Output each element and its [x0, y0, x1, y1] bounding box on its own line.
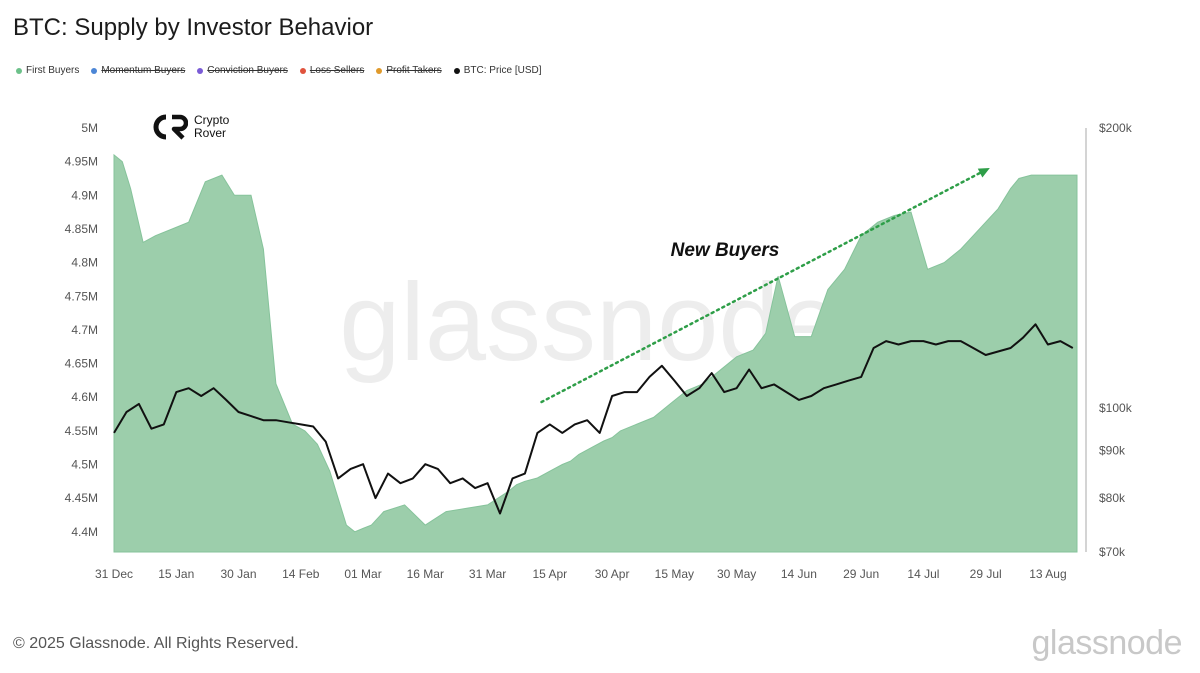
y-left-tick-label: 4.85M — [65, 222, 98, 236]
y-left-tick-label: 4.4M — [71, 525, 98, 539]
logo-line-2: Rover — [194, 126, 227, 140]
legend-item-btc-price[interactable]: BTC: Price [USD] — [453, 65, 542, 76]
legend-item-conviction-buyers[interactable]: Conviction Buyers — [197, 65, 288, 76]
legend-dot-first-buyers — [16, 67, 22, 74]
x-tick-label: 30 May — [717, 567, 756, 581]
x-tick-label: 15 May — [655, 567, 694, 581]
x-tick-label: 15 Jan — [158, 567, 194, 581]
y-left-tick-label: 5M — [81, 121, 98, 135]
y-left-tick-label: 4.7M — [71, 323, 98, 337]
legend-item-momentum-buyers[interactable]: Momentum Buyers — [91, 65, 185, 76]
legend-dot-momentum-buyers — [91, 67, 98, 74]
arrow-head — [977, 168, 990, 178]
x-tick-label: 16 Mar — [407, 567, 444, 581]
y-left-tick-label: 4.95M — [65, 155, 98, 169]
copyright-text: © 2025 Glassnode. All Rights Reserved. — [13, 635, 299, 652]
y-left-tick-label: 4.9M — [71, 188, 98, 202]
x-tick-label: 30 Jan — [221, 567, 257, 581]
logo-line-1: Crypto — [194, 113, 230, 127]
y-left-tick-label: 4.5M — [71, 458, 98, 472]
new-buyers-arrow — [540, 168, 990, 404]
y-right-tick-label: $200k — [1099, 121, 1133, 135]
crypto-rover-logo-icon — [153, 114, 188, 140]
y-right-tick-label: $80k — [1099, 491, 1126, 505]
y-left-tick-label: 4.55M — [65, 424, 98, 438]
new-buyers-annotation: New Buyers — [671, 240, 780, 261]
x-tick-label: 14 Jun — [781, 567, 817, 581]
x-tick-label: 29 Jun — [843, 567, 879, 581]
x-tick-label: 29 Jul — [970, 567, 1002, 581]
y-right-tick-label: $90k — [1099, 443, 1126, 457]
x-axis-ticks: 31 Dec 15 Jan 30 Jan 14 Feb 01 Mar 16 Mar 31 M… — [95, 567, 1067, 581]
y-left-tick-label: 4.45M — [65, 491, 98, 505]
x-tick-label: 01 Mar — [344, 567, 381, 581]
x-tick-label: 31 Dec — [95, 567, 133, 581]
y-left-tick-label: 4.8M — [71, 256, 98, 270]
chart-legend: First Buyers Momentum Buyers Conviction … — [16, 65, 542, 76]
legend-label: BTC: Price [USD] — [463, 65, 542, 76]
crypto-rover-logo: Crypto Rover — [152, 114, 229, 140]
legend-label: First Buyers — [26, 65, 80, 76]
y-right-tick-label: $100k — [1099, 401, 1133, 415]
legend-item-loss-sellers[interactable]: Loss Sellers — [299, 65, 365, 76]
first-buyers-area — [113, 153, 1078, 553]
right-axis-ticks: $200k $100k $90k $80k $70k — [1099, 121, 1133, 559]
x-tick-label: 31 Mar — [469, 567, 506, 581]
legend-dot-conviction-buyers — [197, 67, 204, 74]
x-tick-label: 30 Apr — [595, 567, 630, 581]
y-left-tick-label: 4.65M — [65, 357, 98, 371]
left-axis-ticks: 5M 4.95M 4.9M 4.85M 4.8M 4.75M 4.7M 4.65M 4.6M 4.… — [65, 121, 98, 539]
legend-item-first-buyers[interactable]: First Buyers — [16, 65, 79, 76]
legend-label: Loss Sellers — [309, 65, 365, 76]
legend-item-profit-takers[interactable]: Profit Takers — [376, 65, 442, 76]
legend-label: Conviction Buyers — [207, 65, 288, 76]
legend-label: Momentum Buyers — [101, 65, 186, 76]
y-left-tick-label: 4.75M — [65, 289, 98, 303]
x-tick-label: 14 Feb — [282, 567, 320, 581]
y-left-tick-label: 4.6M — [71, 390, 98, 404]
x-tick-label: 15 Apr — [532, 567, 567, 581]
btc-price-line — [113, 323, 1074, 515]
arrow-shaft — [540, 170, 984, 404]
legend-dot-profit-takers — [376, 67, 383, 74]
x-tick-label: 13 Aug — [1029, 567, 1066, 581]
logo-text: Crypto Rover — [194, 114, 229, 140]
x-tick-label: 14 Jul — [907, 567, 939, 581]
legend-dot-btc-price — [453, 67, 460, 74]
legend-dot-loss-sellers — [299, 67, 306, 74]
legend-label: Profit Takers — [386, 65, 442, 76]
chart-title: BTC: Supply by Investor Behavior — [13, 14, 374, 41]
y-right-tick-label: $70k — [1099, 545, 1126, 559]
glassnode-brand: glassnode — [1031, 624, 1182, 662]
